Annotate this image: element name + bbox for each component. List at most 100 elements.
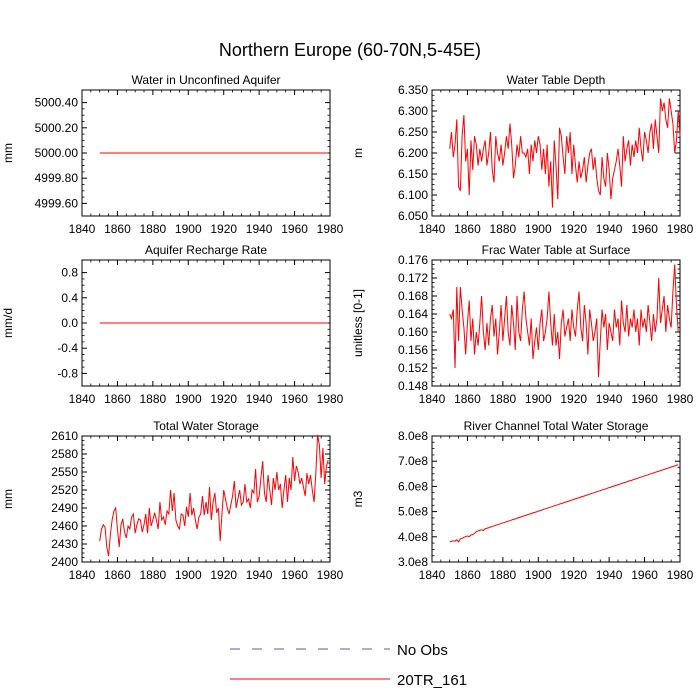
x-tick-label: 1860	[104, 222, 131, 236]
y-tick-label: 2460	[51, 519, 78, 533]
legend-label-20tr-161: 20TR_161	[397, 672, 467, 689]
panel-title: River Channel Total Water Storage	[464, 419, 649, 433]
x-tick-label: 1880	[490, 222, 517, 236]
x-tick-label: 1940	[596, 568, 623, 582]
y-tick-label: 6.250	[398, 125, 428, 139]
y-tick-label: 0.152	[398, 361, 428, 375]
y-tick-label: 0.8	[61, 266, 78, 280]
y-tick-label: 5000.00	[35, 146, 79, 160]
y-tick-label: 2520	[51, 483, 78, 497]
y-tick-label: 5000.40	[35, 96, 79, 110]
x-tick-label: 1840	[69, 568, 96, 582]
y-tick-label: 0.176	[398, 253, 428, 267]
x-tick-label: 1900	[525, 568, 552, 582]
x-tick-label: 1940	[596, 222, 623, 236]
y-tick-label: 2400	[51, 555, 78, 569]
y-tick-label: 0.4	[61, 291, 78, 305]
x-tick-label: 1920	[560, 222, 587, 236]
x-tick-label: 1980	[667, 568, 694, 582]
panel-title: Aquifer Recharge Rate	[145, 243, 267, 257]
panel-title: Water Table Depth	[507, 73, 606, 87]
panel-tws: Total Water Storage mm 1840 1860 1880 1900 192…	[1, 419, 344, 582]
x-tick-label: 1900	[175, 222, 202, 236]
y-tick-label: 6.150	[398, 167, 428, 181]
legend: No Obs 20TR_161	[230, 642, 467, 689]
y-tick-label: 0.148	[398, 379, 428, 393]
y-axis-label: m	[351, 148, 365, 158]
x-tick-label: 1940	[246, 222, 273, 236]
y-tick-label: 4.0e8	[398, 530, 428, 544]
y-tick-label: 3.0e8	[398, 555, 428, 569]
panel-recharge: Aquifer Recharge Rate mm/d 1840 1860 1880 190…	[1, 243, 344, 406]
panel-fwts: Frac Water Table at Surface unitless [0-1…	[351, 243, 694, 406]
legend-label-no-obs: No Obs	[397, 642, 448, 659]
y-tick-label: 2430	[51, 537, 78, 551]
x-tick-label: 1920	[210, 222, 237, 236]
plot-frame	[431, 89, 681, 217]
x-tick-label: 1940	[596, 392, 623, 406]
panel-title: Total Water Storage	[153, 419, 259, 433]
x-tick-label: 1900	[525, 392, 552, 406]
x-tick-label: 1900	[525, 222, 552, 236]
x-tick-label: 1960	[631, 568, 658, 582]
series-line-20tr-161	[449, 264, 679, 378]
x-tick-label: 1980	[317, 568, 344, 582]
y-tick-label: 0.164	[398, 307, 428, 321]
x-tick-label: 1900	[175, 392, 202, 406]
x-tick-label: 1900	[175, 568, 202, 582]
panel-river: River Channel Total Water Storage m3 1840 1…	[351, 419, 694, 582]
y-tick-label: -0.8	[57, 366, 78, 380]
x-tick-label: 1880	[490, 392, 517, 406]
x-tick-label: 1960	[281, 222, 308, 236]
x-tick-label: 1880	[140, 392, 167, 406]
x-tick-label: 1940	[246, 392, 273, 406]
x-tick-label: 1840	[69, 222, 96, 236]
x-tick-label: 1980	[317, 392, 344, 406]
x-tick-label: 1880	[140, 222, 167, 236]
y-tick-label: 6.350	[398, 83, 428, 97]
panel-aquifer: Water in Unconfined Aquifer mm 1840 1860 188…	[1, 73, 344, 236]
panels: Water in Unconfined Aquifer mm 1840 1860 188…	[1, 73, 694, 582]
panel-title: Water in Unconfined Aquifer	[132, 73, 281, 87]
y-tick-label: 2580	[51, 447, 78, 461]
x-tick-label: 1940	[246, 568, 273, 582]
y-tick-label: 4999.80	[35, 171, 79, 185]
y-tick-label: 2610	[51, 429, 78, 443]
y-tick-label: 6.200	[398, 146, 428, 160]
x-tick-label: 1840	[419, 222, 446, 236]
x-tick-label: 1960	[281, 392, 308, 406]
figure-title: Northern Europe (60-70N,5-45E)	[219, 40, 481, 60]
y-axis-label: unitless [0-1]	[351, 289, 365, 357]
y-tick-label: 2550	[51, 465, 78, 479]
x-tick-label: 1880	[140, 568, 167, 582]
y-tick-label: 6.300	[398, 104, 428, 118]
x-tick-label: 1920	[560, 392, 587, 406]
y-tick-label: 2490	[51, 501, 78, 515]
x-tick-label: 1860	[454, 568, 481, 582]
y-axis-label: mm	[1, 143, 15, 163]
y-tick-label: 6.0e8	[398, 479, 428, 493]
x-tick-label: 1980	[667, 222, 694, 236]
y-tick-label: 6.050	[398, 209, 428, 223]
x-tick-label: 1840	[419, 568, 446, 582]
x-tick-label: 1960	[631, 222, 658, 236]
y-tick-label: 0.156	[398, 343, 428, 357]
y-tick-label: 0.0	[61, 316, 78, 330]
x-tick-label: 1980	[667, 392, 694, 406]
x-tick-label: 1840	[419, 392, 446, 406]
y-tick-label: 0.160	[398, 325, 428, 339]
y-tick-label: 5000.20	[35, 121, 79, 135]
y-axis-label: mm/d	[1, 308, 15, 338]
series-line-20tr-161	[449, 464, 679, 543]
panel-title: Frac Water Table at Surface	[482, 243, 631, 257]
y-tick-label: 6.100	[398, 188, 428, 202]
y-tick-label: 0.172	[398, 271, 428, 285]
y-tick-label: -0.4	[57, 341, 78, 355]
x-tick-label: 1860	[454, 392, 481, 406]
y-tick-label: 8.0e8	[398, 429, 428, 443]
y-tick-label: 7.0e8	[398, 454, 428, 468]
series-line-20tr-161	[99, 434, 329, 557]
x-tick-label: 1980	[317, 222, 344, 236]
x-tick-label: 1960	[631, 392, 658, 406]
